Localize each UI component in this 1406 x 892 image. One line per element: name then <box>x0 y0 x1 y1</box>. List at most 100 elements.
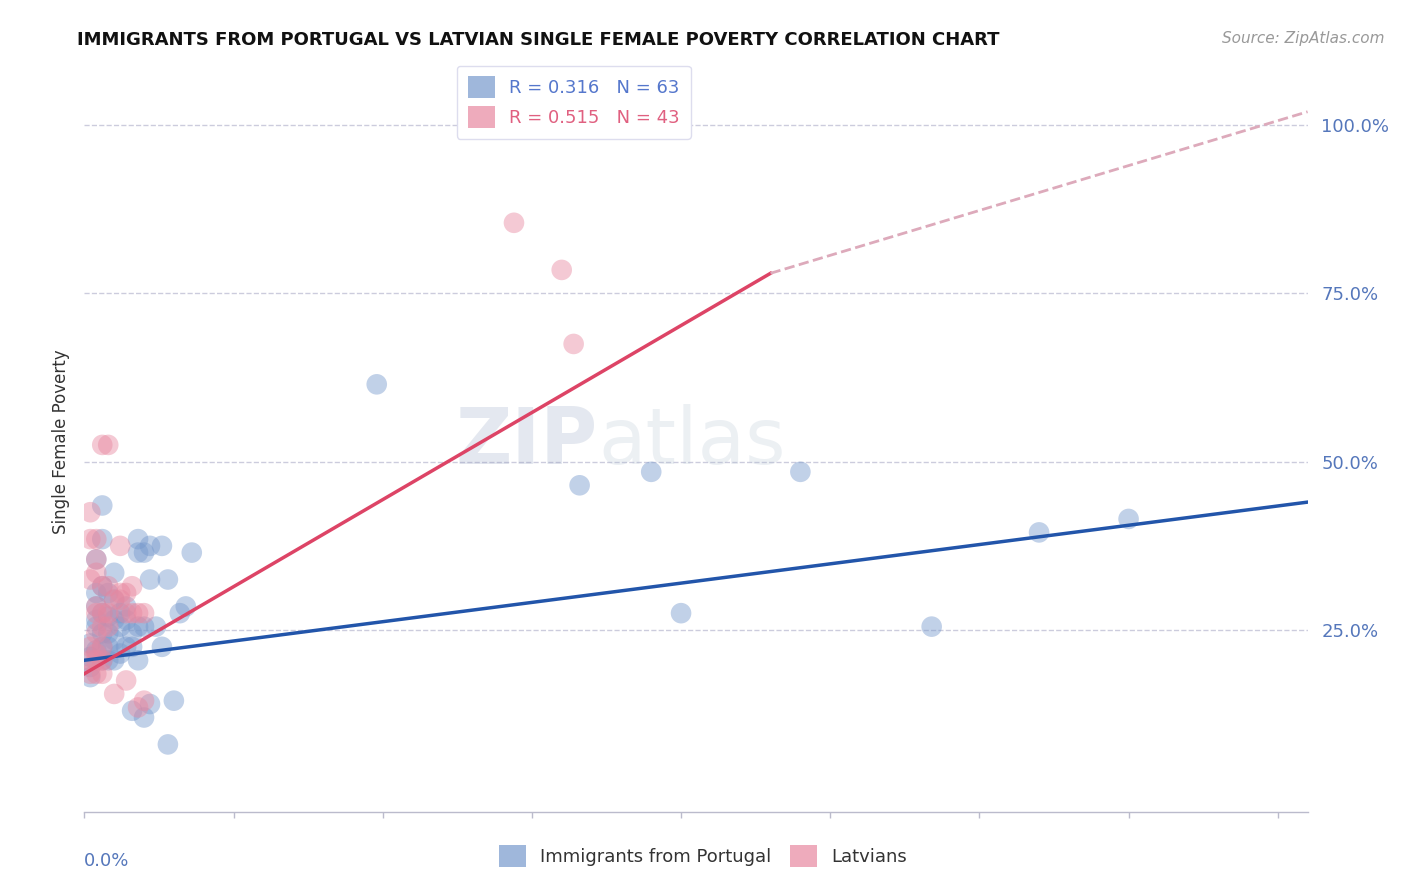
Point <box>180 546 202 560</box>
Point <box>91 438 114 452</box>
Point <box>169 606 191 620</box>
Point <box>127 606 149 620</box>
Point <box>84 532 107 546</box>
Point <box>503 216 526 230</box>
Point <box>121 579 143 593</box>
Point <box>562 337 585 351</box>
Point <box>132 694 155 708</box>
Point <box>91 532 114 546</box>
Point <box>127 653 149 667</box>
Point <box>150 539 173 553</box>
Point <box>97 579 120 593</box>
Point <box>150 640 173 654</box>
Point <box>139 539 162 553</box>
Point <box>84 586 107 600</box>
Point <box>97 586 120 600</box>
Point <box>79 649 101 664</box>
Point <box>115 673 138 688</box>
Text: atlas: atlas <box>598 403 786 480</box>
Point <box>115 640 138 654</box>
Point <box>108 620 131 634</box>
Point <box>108 647 131 661</box>
Point <box>121 704 143 718</box>
Point <box>156 573 179 587</box>
Point <box>84 643 107 657</box>
Point <box>127 700 149 714</box>
Point <box>132 606 155 620</box>
Point <box>84 552 107 566</box>
Point <box>79 660 101 674</box>
Point <box>789 465 811 479</box>
Point <box>91 606 114 620</box>
Point <box>97 653 120 667</box>
Point <box>84 653 107 667</box>
Point <box>163 694 186 708</box>
Point <box>91 579 114 593</box>
Point <box>115 606 138 620</box>
Point <box>97 606 120 620</box>
Point <box>127 546 149 560</box>
Point <box>108 606 131 620</box>
Point <box>127 620 149 634</box>
Text: ZIP: ZIP <box>456 403 598 480</box>
Point <box>91 640 114 654</box>
Point <box>97 438 120 452</box>
Point <box>91 666 114 681</box>
Point <box>97 620 120 634</box>
Point <box>121 606 143 620</box>
Point <box>84 599 107 614</box>
Point <box>79 640 101 654</box>
Point <box>84 566 107 580</box>
Point <box>79 532 101 546</box>
Point <box>84 599 107 614</box>
Point <box>103 566 125 580</box>
Point <box>91 606 114 620</box>
Text: Source: ZipAtlas.com: Source: ZipAtlas.com <box>1222 31 1385 46</box>
Point <box>139 697 162 711</box>
Point <box>156 738 179 752</box>
Point <box>79 653 101 667</box>
Point <box>669 606 692 620</box>
Point <box>91 653 114 667</box>
Point <box>132 710 155 724</box>
Point <box>174 599 197 614</box>
Point <box>91 579 114 593</box>
Legend: R = 0.316   N = 63, R = 0.515   N = 43: R = 0.316 N = 63, R = 0.515 N = 43 <box>457 66 690 138</box>
Point <box>115 586 138 600</box>
Point <box>103 613 125 627</box>
Text: 0.0%: 0.0% <box>84 853 129 871</box>
Point <box>1028 525 1050 540</box>
Point <box>84 620 107 634</box>
Point <box>568 478 591 492</box>
Point <box>132 546 155 560</box>
Point <box>103 687 125 701</box>
Point <box>84 647 107 661</box>
Point <box>108 586 131 600</box>
Point <box>132 620 155 634</box>
Point <box>103 653 125 667</box>
Point <box>121 640 143 654</box>
Y-axis label: Single Female Poverty: Single Female Poverty <box>52 350 70 533</box>
Point <box>366 377 388 392</box>
Point <box>145 620 167 634</box>
Point <box>79 670 101 684</box>
Point <box>91 620 114 634</box>
Point <box>115 613 138 627</box>
Point <box>97 626 120 640</box>
Point <box>640 465 662 479</box>
Point <box>79 636 101 650</box>
Point <box>84 613 107 627</box>
Point <box>84 626 107 640</box>
Point <box>108 539 131 553</box>
Point <box>91 499 114 513</box>
Point <box>97 640 120 654</box>
Point <box>1118 512 1140 526</box>
Point <box>127 532 149 546</box>
Point <box>84 666 107 681</box>
Text: IMMIGRANTS FROM PORTUGAL VS LATVIAN SINGLE FEMALE POVERTY CORRELATION CHART: IMMIGRANTS FROM PORTUGAL VS LATVIAN SING… <box>77 31 1000 49</box>
Point <box>79 666 101 681</box>
Point <box>79 573 101 587</box>
Point <box>79 505 101 519</box>
Point <box>91 626 114 640</box>
Point <box>97 609 120 624</box>
